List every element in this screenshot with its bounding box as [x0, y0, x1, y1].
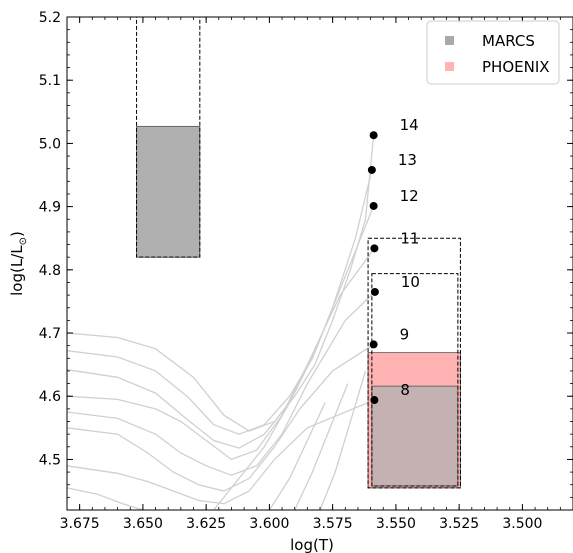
y-tick-label: 4.7 [39, 326, 61, 342]
axes: 3.675 3.650 3.625 3.600 3.575 3.550 3.525 3.500… [8, 10, 573, 553]
legend: MARCS PHOENIX [426, 20, 560, 85]
legend-swatch-phoenix [445, 62, 454, 71]
x-tick-label: 3.675 [60, 516, 100, 532]
y-axis-title-close: ) [8, 231, 26, 237]
y-axis-title: log(L/L⊙) [8, 231, 29, 296]
track-line-4 [66, 291, 376, 476]
point-14 [369, 131, 378, 140]
point-label-10: 10 [401, 273, 420, 291]
track-line-9 [268, 402, 326, 511]
legend-label-phoenix: PHOENIX [482, 58, 550, 76]
x-tick-label: 3.650 [123, 516, 163, 532]
point-label-8: 8 [400, 381, 410, 399]
point-label-13: 13 [398, 151, 417, 169]
y-tick-label: 5.0 [39, 136, 61, 152]
evolution-tracks [66, 135, 376, 511]
y-tick-label: 4.9 [39, 200, 61, 216]
track-line-11 [319, 370, 367, 511]
x-tick-label: 3.550 [376, 516, 416, 532]
point-8 [370, 396, 379, 405]
point-label-11: 11 [400, 229, 419, 247]
y-tick-label: 4.6 [39, 389, 61, 405]
y-axis-title-main: log(L/L [8, 245, 26, 296]
point-12 [369, 201, 378, 210]
x-tick-label: 3.600 [249, 516, 289, 532]
y-tick-label: 5.2 [39, 10, 61, 26]
model-boxes [136, 16, 461, 489]
y-tick-label: 5.1 [39, 73, 61, 89]
x-axis-title: log(T) [290, 536, 334, 553]
data-points: 14 13 12 11 10 9 8 [367, 116, 420, 405]
track-line-3 [66, 247, 375, 461]
legend-swatch-marcs [445, 36, 454, 45]
legend-label-marcs: MARCS [482, 32, 535, 50]
x-tick-label: 3.575 [313, 516, 353, 532]
x-tick-label: 3.525 [439, 516, 479, 532]
track-line-1 [66, 169, 373, 435]
point-9 [369, 340, 378, 349]
point-label-12: 12 [400, 187, 419, 205]
box-outline-phoenix [367, 237, 461, 489]
legend-box [426, 20, 560, 85]
track-line-5 [66, 343, 374, 492]
track-line-8 [213, 402, 291, 511]
y-tick-label: 4.8 [39, 263, 61, 279]
point-label-9: 9 [400, 325, 410, 343]
y-axis-title-sub: ⊙ [18, 237, 29, 245]
box-outline-marcs [371, 273, 459, 487]
x-tick-label: 3.625 [186, 516, 226, 532]
point-10 [370, 287, 379, 296]
point-13 [367, 165, 376, 174]
point-11 [370, 244, 379, 253]
box-fill-marcs [371, 385, 459, 487]
y-tick-label: 4.5 [39, 452, 61, 468]
track-line-6 [66, 399, 375, 505]
track-line-7 [66, 487, 144, 511]
x-tick-label: 3.500 [502, 516, 542, 532]
box-fill-marcs [136, 125, 201, 258]
track-line-10 [294, 383, 349, 511]
point-label-14: 14 [400, 116, 419, 134]
